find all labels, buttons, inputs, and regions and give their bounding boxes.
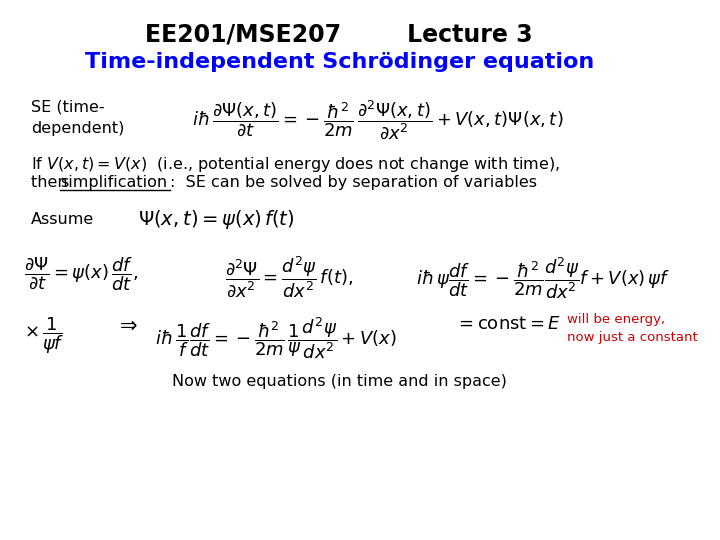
Text: $i\hbar\,\psi\dfrac{df}{dt} = -\dfrac{\hbar^2}{2m}\dfrac{d^2\psi}{dx^2}f + V(x)\: $i\hbar\,\psi\dfrac{df}{dt} = -\dfrac{\h…: [416, 255, 671, 301]
Text: If $V(x,t) = V(x)$  (i.e., potential energy does not change with time),: If $V(x,t) = V(x)$ (i.e., potential ener…: [31, 155, 560, 174]
Text: EE201/MSE207        Lecture 3: EE201/MSE207 Lecture 3: [145, 23, 533, 47]
Text: $\Rightarrow$: $\Rightarrow$: [114, 315, 138, 335]
Text: simplification: simplification: [60, 176, 167, 191]
Text: $\Psi(x,t) = \psi(x)\,f(t)$: $\Psi(x,t) = \psi(x)\,f(t)$: [138, 208, 294, 231]
Text: Assume: Assume: [31, 212, 94, 226]
Text: Time-independent Schrödinger equation: Time-independent Schrödinger equation: [85, 52, 594, 72]
Text: $= \mathrm{const} = E$: $= \mathrm{const} = E$: [454, 315, 561, 333]
Text: $\times\,\dfrac{1}{\psi f}$: $\times\,\dfrac{1}{\psi f}$: [24, 315, 65, 356]
Text: Now two equations (in time and in space): Now two equations (in time and in space): [172, 374, 507, 389]
Text: $i\hbar\,\dfrac{\partial\Psi(x,t)}{\partial t} = -\dfrac{\hbar^2}{2m}\,\dfrac{\p: $i\hbar\,\dfrac{\partial\Psi(x,t)}{\part…: [192, 99, 563, 142]
Text: will be energy,
now just a constant: will be energy, now just a constant: [567, 313, 698, 343]
Text: $\dfrac{\partial\Psi}{\partial t} = \psi(x)\,\dfrac{df}{dt},$: $\dfrac{\partial\Psi}{\partial t} = \psi…: [24, 255, 138, 293]
Text: SE (time-
dependent): SE (time- dependent): [31, 100, 125, 136]
Text: $i\hbar\,\dfrac{1}{f}\dfrac{df}{dt} = -\dfrac{\hbar^2}{2m}\,\dfrac{1}{\psi}\dfra: $i\hbar\,\dfrac{1}{f}\dfrac{df}{dt} = -\…: [155, 315, 397, 361]
Text: $\dfrac{\partial^2\Psi}{\partial x^2} = \dfrac{d^2\psi}{dx^2}\,f(t),$: $\dfrac{\partial^2\Psi}{\partial x^2} = …: [225, 255, 354, 300]
Text: then: then: [31, 176, 73, 191]
Text: :  SE can be solved by separation of variables: : SE can be solved by separation of vari…: [170, 176, 536, 191]
